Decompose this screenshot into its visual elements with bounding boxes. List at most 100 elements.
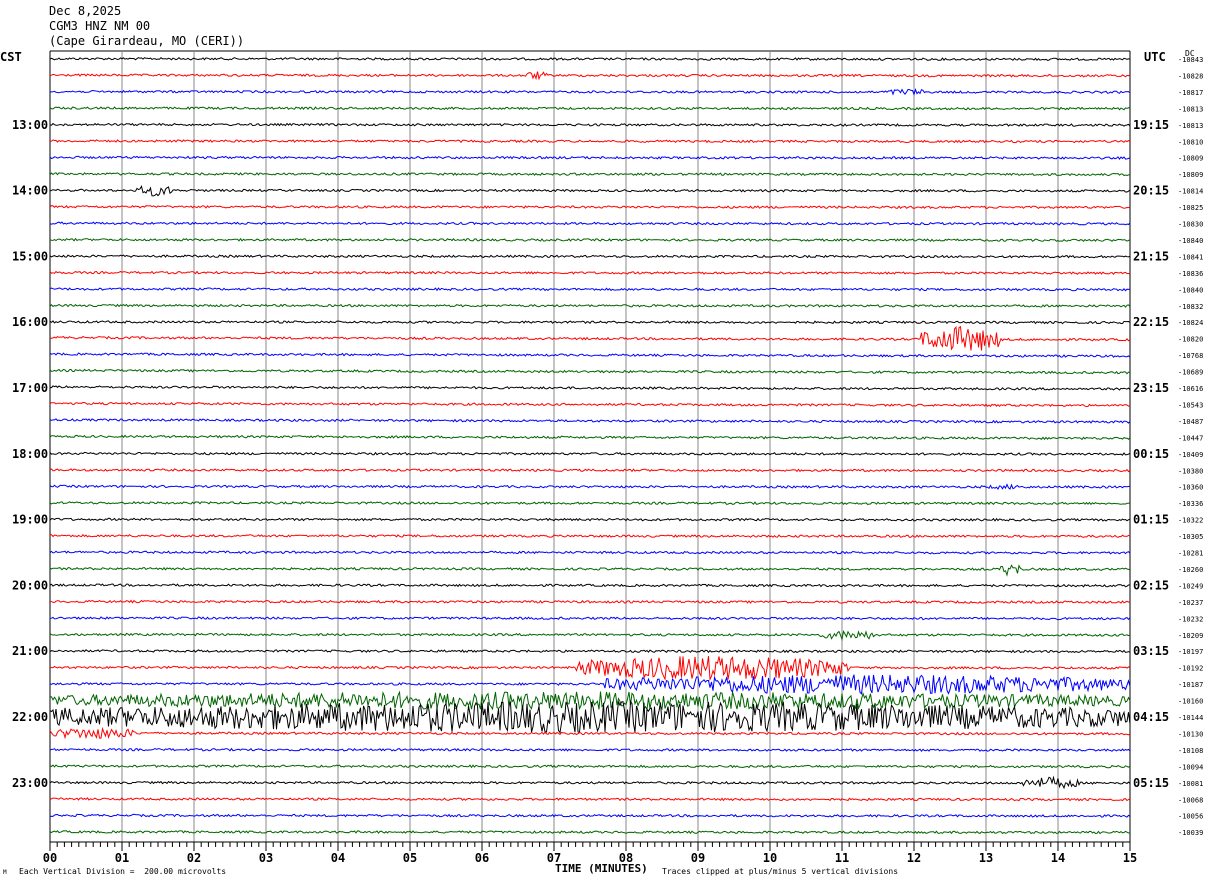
utc-hour-label: 03:15 [1133,644,1169,658]
dc-offset-label: -10068 [1178,796,1203,804]
trace-line [49,690,1131,711]
dc-offset-label: -10409 [1178,451,1203,459]
trace-line [49,483,1131,491]
trace-line [49,550,1131,555]
dc-offset-label: -10237 [1178,599,1203,607]
trace-line [49,533,1131,538]
utc-hour-label: 00:15 [1133,447,1169,461]
x-tick-label: 14 [1051,851,1065,865]
dc-offset-label: -10814 [1178,188,1203,196]
trace-line [49,401,1131,408]
trace-line [49,451,1131,456]
cst-hour-label: 17:00 [12,381,48,395]
dc-offset-label: -10160 [1178,698,1203,706]
dc-offset-label: -10832 [1178,303,1203,311]
trace-line [49,325,1131,351]
trace-line [49,254,1131,259]
dc-offset-label: -10192 [1178,665,1203,673]
trace-line [49,583,1130,588]
trace-line [49,830,1131,835]
trace-line [49,320,1131,325]
dc-offset-label: -10836 [1178,270,1203,278]
trace-line [49,205,1131,210]
dc-offset-label: -10380 [1178,467,1203,475]
trace-line [49,57,1131,62]
corner-mark: M [3,869,7,876]
station-code: CGM3 HNZ NM 00 [49,19,151,33]
trace-line [49,184,1131,197]
x-tick-label: 12 [907,851,921,865]
trace-line [49,270,1131,275]
trace-line [49,517,1131,522]
dc-offset-label: -10249 [1178,582,1203,590]
utc-hour-label: 23:15 [1133,381,1169,395]
cst-hour-label: 14:00 [12,184,48,198]
dc-offset-label: -10336 [1178,500,1203,508]
dc-offset-label: -10817 [1178,89,1203,97]
trace-line [49,775,1131,790]
trace-line [49,221,1131,226]
trace-line [49,303,1131,308]
dc-offset-label: -10830 [1178,221,1203,229]
trace-line [49,139,1131,144]
dc-offset-label: -10144 [1178,714,1203,722]
dc-offset-label: -10824 [1178,319,1203,327]
dc-offset-label: -10843 [1178,56,1203,64]
dc-offset-label: -10840 [1178,286,1203,294]
dc-offset-label: -10543 [1178,401,1203,409]
cst-hour-label: 18:00 [12,447,48,461]
scale-note: Each Vertical Division = 200.00 microvol… [19,867,227,876]
clip-note: Traces clipped at plus/minus 5 vertical … [662,867,899,876]
x-tick-label: 00 [43,851,57,865]
x-tick-label: 03 [259,851,273,865]
trace-line [49,726,1131,740]
dc-offset-label: -10281 [1178,550,1203,558]
trace-line [49,797,1131,802]
station-location: (Cape Girardeau, MO (CERI)) [49,34,245,48]
dc-offset-label: -10813 [1178,122,1203,130]
trace-line [49,155,1131,160]
trace-line [49,674,1131,695]
trace-line [49,385,1131,391]
cst-hour-label: 15:00 [12,249,48,263]
dc-offset-label: -10825 [1178,204,1203,212]
trace-line [49,418,1131,424]
utc-hour-label: 21:15 [1133,249,1169,263]
trace-line [49,434,1131,441]
dc-offset-label: -10828 [1178,72,1203,80]
cst-hour-label: 22:00 [12,710,48,724]
dc-offset-label: -10197 [1178,648,1203,656]
dc-offset-label: -10360 [1178,484,1203,492]
utc-hour-label: 01:15 [1133,513,1169,527]
cst-axis-label: CST [0,50,22,64]
trace-line [49,122,1131,127]
utc-hour-label: 05:15 [1133,776,1169,790]
trace-line [49,501,1131,506]
trace-line [49,71,1131,81]
x-tick-label: 06 [475,851,489,865]
dc-offset-label: -10039 [1178,829,1203,837]
x-tick-label: 09 [691,851,705,865]
x-tick-label: 15 [1123,851,1137,865]
cst-hour-label: 13:00 [12,118,48,132]
dc-offset-label: -10232 [1178,615,1203,623]
dc-offset-label: -10056 [1178,813,1203,821]
x-tick-label: 08 [619,851,633,865]
dc-offset-label: -10820 [1178,336,1203,344]
dc-offset-label: -10809 [1178,155,1203,163]
dc-offset-label: -10810 [1178,138,1203,146]
dc-offset-label: -10081 [1178,780,1203,788]
dc-offset-label: -10305 [1178,533,1203,541]
trace-line [49,629,1131,642]
trace-line [49,813,1131,818]
trace-line [49,106,1131,111]
dc-axis-label: DC [1185,49,1195,58]
utc-hour-label: 19:15 [1133,118,1169,132]
dc-offset-label: -10616 [1178,385,1203,393]
trace-line [49,368,1131,375]
trace-line [49,764,1131,769]
trace-line [50,599,1131,604]
dc-offset-label: -10809 [1178,171,1203,179]
dc-offset-label: -10447 [1178,434,1203,442]
